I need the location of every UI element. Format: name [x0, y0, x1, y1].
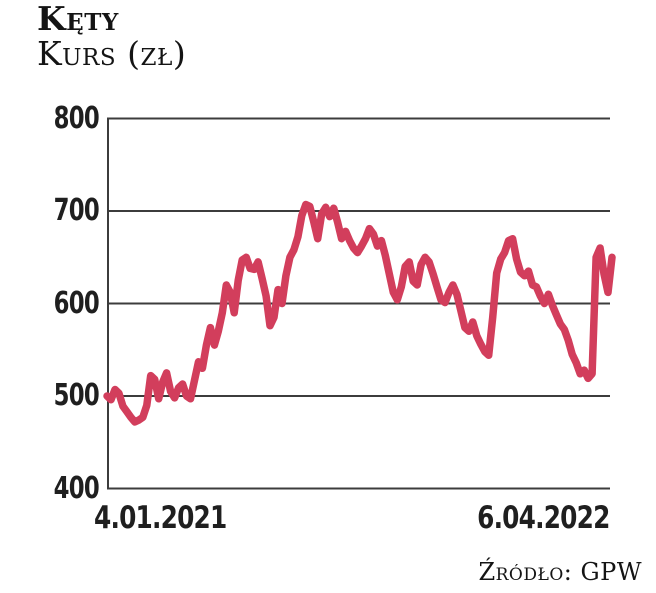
gridlines: [107, 117, 610, 490]
chart-subtitle: Kurs (zł): [37, 33, 187, 73]
chart-title: Kęty: [37, 0, 119, 38]
y-tick-label: 500: [53, 378, 100, 413]
y-tick-label: 800: [53, 100, 100, 136]
y-tick-label: 700: [53, 193, 100, 228]
price-line: [103, 200, 616, 426]
x-axis-label-end: 6.04.2022: [477, 500, 611, 536]
x-axis-label-start: 4.01.2021: [94, 500, 227, 536]
y-tick-label: 400: [53, 470, 100, 506]
y-tick-label: 600: [53, 285, 100, 321]
chart-header: Kęty Kurs (zł): [37, 2, 186, 70]
source-credit: Źródło: GPW: [478, 558, 642, 586]
